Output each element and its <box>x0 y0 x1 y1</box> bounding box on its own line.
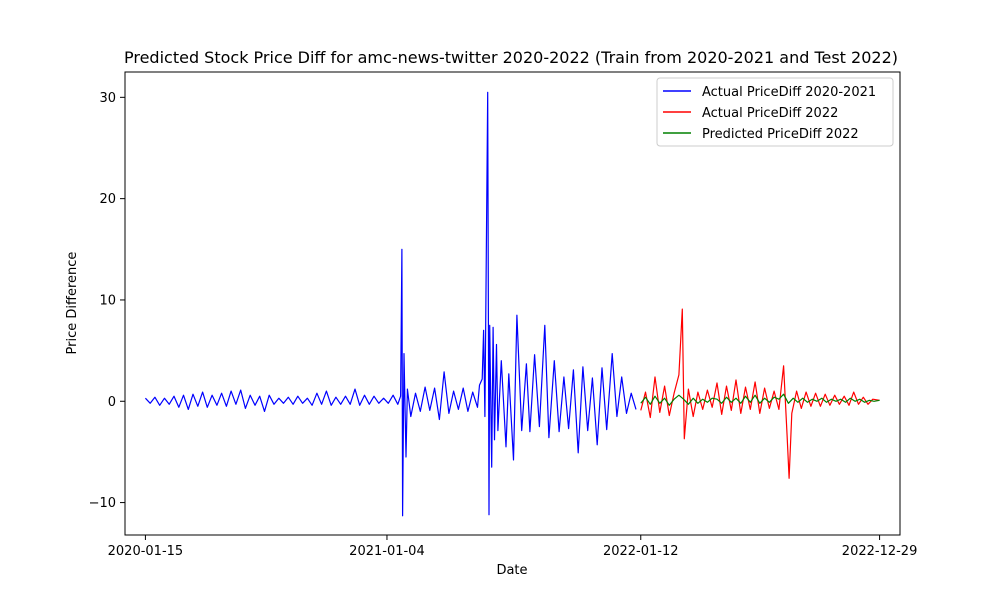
legend-label-1: Actual PriceDiff 2020-2021 <box>702 85 876 100</box>
legend-label-3: Predicted PriceDiff 2022 <box>702 127 859 142</box>
y-axis-label: Price Difference <box>65 252 80 355</box>
legend: Actual PriceDiff 2020-2021 Actual PriceDi… <box>656 77 894 147</box>
series-line-1 <box>144 91 637 517</box>
series-line-3 <box>640 393 880 406</box>
legend-box <box>656 77 894 147</box>
x-tick-label-3: 2022-01-12 <box>603 544 679 559</box>
chart-title: Predicted Stock Price Diff for amc-news-… <box>124 48 898 67</box>
x-tick-label-1: 2020-01-15 <box>108 544 184 559</box>
x-tick-label-4: 2022-12-29 <box>842 544 918 559</box>
axes: 2020-01-15 2021-01-04 2022-01-12 2022-12-29… <box>89 91 918 559</box>
y-tick-label-2: 0 <box>108 395 116 410</box>
y-tick-label-3: 10 <box>99 293 116 308</box>
legend-label-2: Actual PriceDiff 2022 <box>702 106 838 121</box>
y-tick-label-5: 30 <box>99 91 116 106</box>
x-tick-label-2: 2021-01-04 <box>349 544 425 559</box>
y-tick-label-1: −10 <box>89 496 116 511</box>
x-axis-label: Date <box>496 563 527 578</box>
plot-area <box>144 91 880 517</box>
series-line-2 <box>640 308 880 479</box>
plot-frame <box>124 71 901 536</box>
y-tick-label-4: 20 <box>99 192 116 207</box>
